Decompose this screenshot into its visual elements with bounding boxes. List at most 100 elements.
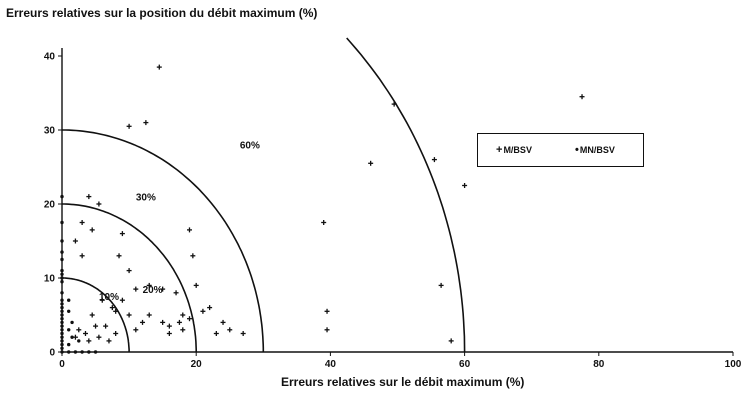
error-arcs [62,37,466,353]
arc-10-percent [62,277,130,352]
point-m-bsv [93,323,99,329]
y-tick-label: 10 [44,274,56,285]
point-m-bsv [193,282,199,288]
point-mn-bsv [67,328,71,332]
point-mn-bsv [60,272,64,276]
point-m-bsv [190,253,196,259]
point-m-bsv [140,319,146,325]
point-m-bsv [133,327,139,333]
point-mn-bsv [87,350,91,354]
point-mn-bsv [67,309,71,313]
point-m-bsv [133,286,139,292]
point-m-bsv [116,253,122,259]
point-mn-bsv [67,298,71,302]
point-m-bsv [180,327,186,333]
point-m-bsv [119,231,125,237]
point-m-bsv [462,183,468,188]
point-m-bsv [431,157,437,163]
y-tick-label: 0 [49,348,55,359]
point-mn-bsv [60,280,64,284]
point-m-bsv [96,201,102,207]
point-m-bsv [86,194,92,200]
point-m-bsv [103,323,109,329]
x-tick-label: 20 [191,359,203,370]
point-mn-bsv [60,331,64,336]
point-mn-bsv [93,350,98,354]
point-m-bsv [240,331,246,336]
point-m-bsv [200,308,206,314]
y-tick-label: 30 [44,126,56,137]
data-points [60,64,585,354]
point-mn-bsv [60,291,64,295]
arc-label-20-percent: 20% [143,285,163,296]
point-mn-bsv [60,317,64,321]
plus-marker-icon: + [496,144,503,156]
point-m-bsv [119,297,125,303]
arc-30-percent [62,129,265,352]
arc-label-30-percent: 30% [136,192,156,203]
point-m-bsv [324,308,330,314]
point-m-bsv [72,238,78,244]
point-m-bsv [220,319,226,325]
point-mn-bsv [60,268,64,273]
point-m-bsv [79,220,85,225]
point-m-bsv [126,268,132,274]
point-m-bsv [579,94,585,100]
point-mn-bsv [60,302,64,306]
point-mn-bsv [80,350,84,354]
legend: +M/BSV •MN/BSV [477,133,644,167]
point-m-bsv [160,286,166,292]
point-m-bsv [166,323,172,329]
point-m-bsv [113,308,119,314]
y-axis-label: Erreurs relatives sur la position du déb… [6,6,318,20]
point-m-bsv [186,227,192,233]
point-mn-bsv [77,339,81,343]
legend-item-mn-bsv: •MN/BSV [575,144,615,156]
point-m-bsv [368,160,374,166]
point-m-bsv [176,319,182,325]
point-mn-bsv [60,250,64,254]
y-tick-label: 40 [44,52,56,63]
point-mn-bsv [60,335,64,339]
annotations: 10% 20% 30% 60% [99,141,260,304]
point-m-bsv [438,282,444,288]
legend-item-m-bsv: +M/BSV [496,144,532,156]
point-mn-bsv [60,220,64,225]
point-m-bsv [126,312,132,318]
arc-20-percent [62,203,197,352]
axes: 0 20 40 60 80 100 0 10 20 30 40 [44,48,742,370]
point-mn-bsv [60,298,64,302]
point-mn-bsv [73,350,78,354]
point-mn-bsv [60,276,64,280]
point-m-bsv [391,101,397,107]
point-m-bsv [146,312,152,318]
point-mn-bsv [70,335,74,339]
point-mn-bsv [60,350,64,354]
point-m-bsv [126,123,132,129]
point-m-bsv [321,220,327,225]
point-m-bsv [96,334,102,340]
point-mn-bsv [70,320,74,325]
point-m-bsv [173,290,179,296]
x-tick-label: 60 [459,359,471,370]
point-mn-bsv [60,328,64,332]
point-m-bsv [166,331,172,336]
point-m-bsv [213,331,219,336]
point-m-bsv [76,327,82,333]
legend-label: M/BSV [503,145,532,155]
legend-label: MN/BSV [579,145,615,155]
x-tick-label: 0 [59,359,65,370]
point-m-bsv [99,297,105,303]
point-mn-bsv [67,342,71,347]
point-m-bsv [109,305,115,311]
point-m-bsv [324,327,330,333]
point-mn-bsv [60,309,64,313]
point-m-bsv [79,253,85,259]
x-axis-label: Erreurs relatives sur le débit maximum (… [281,375,525,389]
arc-60-percent [346,37,466,353]
point-m-bsv [207,305,213,311]
point-m-bsv [160,319,166,325]
x-tick-label: 80 [593,359,605,370]
point-mn-bsv [60,313,64,317]
